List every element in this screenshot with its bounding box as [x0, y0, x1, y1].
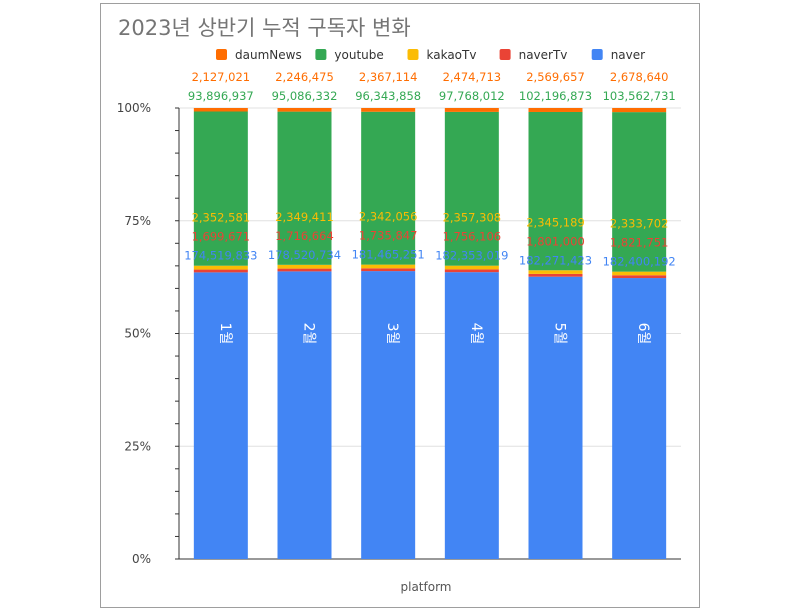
y-tick-label: 0% [132, 552, 151, 566]
data-label-naverTv: 1,821,751 [610, 236, 669, 250]
bar-segment-kakaoTv[interactable] [361, 264, 416, 269]
y-tick-label: 75% [124, 214, 151, 228]
legend-item-youtube[interactable]: youtube [315, 48, 384, 62]
x-category-label: 4월 [468, 323, 484, 345]
legend-label: naver [611, 48, 645, 62]
bar-segment-naver[interactable] [193, 272, 248, 559]
gridlines [179, 107, 681, 560]
data-label-youtube: 95,086,332 [272, 89, 338, 103]
bar-segment-daumNews[interactable] [528, 108, 583, 112]
bar-segment-youtube[interactable] [277, 111, 332, 265]
data-label-naver: 181,465,251 [352, 248, 425, 262]
x-category-label: 6월 [635, 323, 651, 345]
legend-label: naverTv [519, 48, 568, 62]
data-label-naverTv: 1,801,000 [526, 234, 585, 248]
chart-frame: 2023년 상반기 누적 구독자 변화 daumNews youtube kakao… [100, 3, 700, 608]
legend-swatch [216, 49, 227, 60]
bar-segment-naverTv[interactable] [528, 273, 583, 277]
bar-segment-kakaoTv[interactable] [528, 270, 583, 274]
data-label-youtube: 102,196,873 [519, 89, 592, 103]
data-label-naverTv: 1,699,671 [192, 230, 251, 244]
x-axis-labels: 1월 2월 3월 4월 5월 6월 [217, 323, 651, 345]
x-category-label: 3월 [384, 323, 400, 345]
legend-swatch [591, 49, 603, 60]
y-tick-label: 50% [124, 327, 151, 341]
data-label-youtube: 103,562,731 [603, 89, 676, 103]
data-label-daumNews: 2,569,657 [526, 70, 585, 84]
y-axis: 0% 25% 50% 75% 100% [117, 101, 180, 566]
bar-segment-naverTv[interactable] [193, 269, 248, 273]
legend: daumNews youtube kakaoTv naverTv naver [216, 48, 645, 62]
legend-swatch [407, 49, 419, 60]
bar-segment-daumNews[interactable] [277, 108, 332, 112]
data-label-youtube: 97,768,012 [439, 89, 505, 103]
bar-segment-naver[interactable] [361, 271, 416, 559]
bar-segment-daumNews[interactable] [361, 108, 416, 112]
bar-segment-naverTv[interactable] [277, 268, 332, 272]
data-label-naver: 182,353,019 [435, 249, 508, 263]
data-label-kakaoTv: 2,333,702 [610, 217, 669, 231]
data-label-daumNews: 2,678,640 [610, 70, 669, 84]
bar-segment-youtube[interactable] [612, 112, 667, 272]
bar-segment-naver[interactable] [612, 278, 667, 559]
bar-segment-youtube[interactable] [528, 111, 583, 271]
bar-segment-daumNews[interactable] [612, 108, 667, 113]
y-tick-label: 100% [117, 101, 151, 115]
bar-segment-youtube[interactable] [444, 111, 499, 266]
data-label-kakaoTv: 2,345,189 [526, 215, 585, 229]
bar-segment-naver[interactable] [528, 276, 583, 559]
bars [193, 108, 667, 559]
legend-swatch [499, 49, 511, 60]
x-category-label: 5월 [552, 323, 568, 345]
data-label-kakaoTv: 2,357,308 [443, 211, 502, 225]
data-label-naverTv: 1,735,847 [359, 229, 418, 243]
data-label-naver: 174,519,833 [184, 249, 257, 263]
legend-item-daumNews[interactable]: daumNews [216, 48, 302, 62]
bar-segment-youtube[interactable] [193, 111, 248, 266]
data-label-kakaoTv: 2,342,056 [359, 210, 418, 224]
bar-segment-kakaoTv[interactable] [612, 271, 667, 276]
legend-label: daumNews [235, 48, 302, 62]
data-label-naver: 182,400,192 [603, 255, 676, 269]
data-label-youtube: 96,343,858 [355, 89, 421, 103]
data-label-naverTv: 1,756,106 [443, 230, 502, 244]
legend-swatch [315, 49, 327, 60]
chart-title: 2023년 상반기 누적 구독자 변화 [118, 16, 411, 40]
bar-segment-daumNews[interactable] [193, 108, 248, 112]
x-category-label: 2월 [301, 323, 317, 345]
data-label-kakaoTv: 2,352,581 [192, 211, 251, 225]
bar-segment-naver[interactable] [277, 271, 332, 559]
x-category-label: 1월 [217, 323, 233, 345]
bar-segment-youtube[interactable] [361, 111, 416, 265]
legend-item-kakaoTv[interactable]: kakaoTv [407, 48, 477, 62]
legend-item-naver[interactable]: naver [591, 48, 645, 62]
bar-segment-kakaoTv[interactable] [277, 264, 332, 269]
legend-item-naverTv[interactable]: naverTv [499, 48, 568, 62]
data-label-daumNews: 2,367,114 [359, 70, 418, 84]
bar-segment-daumNews[interactable] [444, 108, 499, 112]
legend-label: kakaoTv [427, 48, 477, 62]
data-label-youtube: 93,896,937 [188, 89, 254, 103]
data-label-naverTv: 1,716,664 [275, 229, 334, 243]
bar-segment-naverTv[interactable] [361, 268, 416, 272]
bar-segment-naverTv[interactable] [612, 275, 667, 279]
data-labels: 2,127,021 93,896,937 2,352,581 1,699,671 174… [184, 70, 676, 269]
data-label-naver: 178,520,734 [268, 248, 341, 262]
bar-segment-kakaoTv[interactable] [193, 265, 248, 270]
bar-segment-kakaoTv[interactable] [444, 265, 499, 270]
stacked-bar-chart: 2023년 상반기 누적 구독자 변화 daumNews youtube kakao… [117, 16, 681, 594]
data-label-daumNews: 2,127,021 [192, 70, 251, 84]
data-label-daumNews: 2,246,475 [275, 70, 334, 84]
data-label-daumNews: 2,474,713 [443, 70, 502, 84]
data-label-naver: 182,271,423 [519, 253, 592, 267]
bar-segment-naverTv[interactable] [444, 269, 499, 273]
y-tick-label: 25% [124, 439, 151, 453]
legend-label: youtube [334, 48, 383, 62]
data-label-kakaoTv: 2,349,411 [275, 210, 334, 224]
bar-segment-naver[interactable] [444, 272, 499, 559]
x-axis-title: platform [401, 580, 452, 594]
